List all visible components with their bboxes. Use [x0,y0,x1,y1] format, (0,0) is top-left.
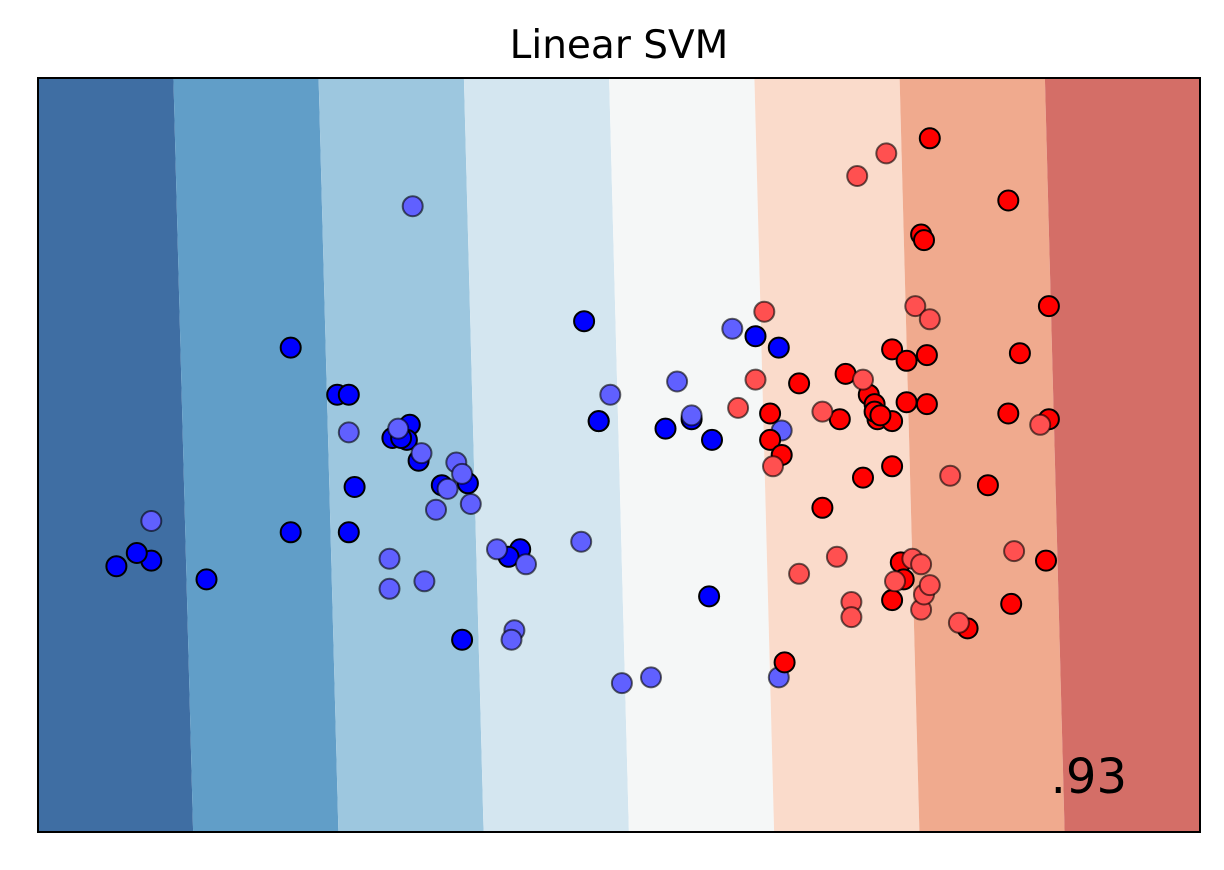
test-point [1029,413,1052,436]
test-point [378,577,401,600]
train-point [1008,342,1031,365]
test-point [425,498,447,521]
test-point [744,368,767,391]
test-point [1003,540,1026,563]
decision-region [1044,78,1200,832]
test-point [680,404,703,427]
test-point [570,530,593,553]
train-point [918,127,941,150]
test-point [666,370,689,393]
test-point [387,417,410,440]
test-point [939,464,962,487]
plot-frame [37,77,1201,833]
train-point [759,402,782,425]
data-points [105,127,1060,695]
test-point [811,400,834,423]
train-point [337,383,360,406]
train-point [976,474,999,497]
train-point [895,391,918,414]
train-point [654,417,677,440]
test-point [599,383,622,406]
train-point [811,496,834,519]
train-point [587,410,610,433]
test-point [840,606,863,629]
train-point [451,628,474,651]
train-point [788,372,811,395]
train-point [1035,549,1057,572]
train-point [744,325,767,348]
test-point [947,611,970,634]
test-point [451,462,474,485]
test-point [825,545,848,568]
chart-title: Linear SVM [510,23,729,68]
train-point [869,404,892,427]
decision-region [38,78,194,832]
train-point [915,393,938,416]
test-point [904,295,927,318]
train-point [337,521,360,544]
train-point [759,428,782,451]
test-point [727,396,750,419]
train-point [701,428,723,451]
train-point [913,229,935,252]
train-point [1000,592,1023,615]
test-point [762,455,784,478]
test-point [486,538,508,561]
train-point [997,402,1020,425]
train-point [279,336,302,359]
test-point [753,300,776,323]
decision-region [318,78,484,832]
decision-region [754,78,920,832]
train-point [343,476,366,498]
accuracy-score: .93 [1051,749,1127,805]
train-point [279,521,302,544]
test-point [413,570,436,593]
train-point [895,349,918,372]
decision-region [899,78,1065,832]
train-point [573,310,596,333]
train-point [773,651,796,674]
train-point [881,338,904,361]
train-point [195,568,218,591]
train-point [125,542,148,564]
test-point [910,553,933,576]
train-point [698,585,721,608]
train-point [852,466,874,489]
test-point [410,442,433,465]
test-point [875,142,898,165]
test-point [846,165,869,187]
decision-region [609,78,775,832]
test-point [401,195,424,218]
train-point [915,344,938,367]
test-point [459,493,482,515]
test-point [721,317,744,340]
test-point [500,628,523,651]
test-point [515,553,537,576]
train-point [881,455,904,478]
test-point [610,672,633,695]
decision-region [173,78,339,832]
train-point [767,336,790,359]
train-point [105,555,128,578]
decision-regions [38,78,1200,832]
test-point [640,666,662,689]
train-point [881,589,904,612]
decision-region [463,78,629,832]
test-point [436,477,459,500]
test-point [918,308,941,331]
test-point [337,421,360,444]
test-point [884,570,906,593]
train-point [1037,295,1060,318]
test-point [378,547,401,570]
test-point [788,562,811,585]
test-point [918,574,941,597]
train-point [997,189,1020,212]
test-point [140,510,163,532]
test-point [852,368,874,391]
